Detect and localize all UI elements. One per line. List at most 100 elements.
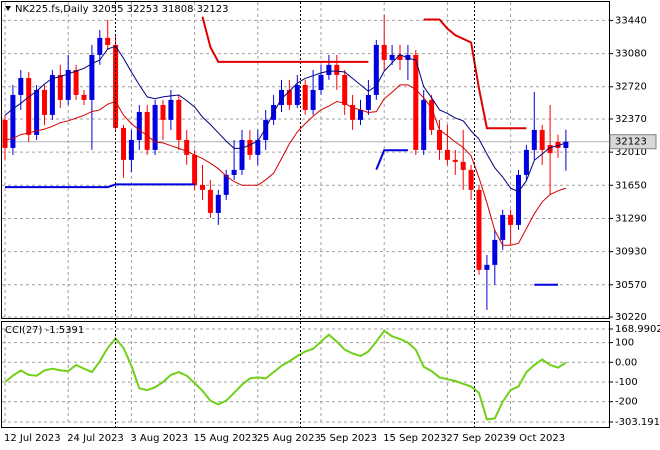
y-tick-label: 33080 [615, 49, 647, 60]
candle-body [57, 74, 63, 100]
y-tick-label: 32010 [615, 147, 647, 158]
candle-body [444, 149, 450, 160]
candle-body [255, 139, 261, 155]
title-icon [5, 6, 11, 11]
candle-body [302, 84, 308, 110]
candle-body [81, 94, 87, 100]
plot [2, 2, 613, 423]
candle-body [152, 104, 158, 150]
x-tick-label: 24 Jul 2023 [67, 433, 124, 444]
candle-body [168, 99, 174, 120]
candle-body [539, 129, 545, 150]
candle-body [49, 74, 55, 115]
candle-body [310, 89, 316, 110]
y-tick-label: 168.9902 [615, 324, 660, 335]
candle-body [476, 189, 482, 270]
x-tick-label: 27 Sep 2023 [446, 433, 509, 444]
y-tick-label: 31650 [615, 180, 647, 191]
y-tick-label: 0.00 [615, 357, 637, 368]
candle-body [484, 264, 490, 270]
candle-body [10, 94, 16, 148]
candle-body [263, 119, 269, 140]
band-line [201, 16, 527, 130]
candle-body [65, 69, 71, 100]
candle-body [18, 77, 24, 95]
candle-body [239, 139, 245, 170]
y-tick-label: 30930 [615, 247, 647, 258]
candle-body [176, 99, 182, 140]
y-tick-label: 100 [615, 338, 634, 349]
x-tick-label: 3 Aug 2023 [130, 433, 188, 444]
candle-body [105, 37, 111, 45]
candle-body [421, 99, 427, 150]
candle-body [531, 129, 537, 150]
candle-body [452, 159, 458, 162]
candle-body [294, 84, 300, 105]
candle-body [547, 144, 553, 154]
candle-body [279, 89, 284, 105]
candle-body [563, 141, 569, 148]
candle-body [342, 74, 348, 105]
candle-body [555, 142, 561, 148]
y-tick-label: 32370 [615, 114, 647, 125]
candle-body [144, 111, 150, 150]
y-tick-label: -100 [615, 377, 638, 388]
y-tick-label: -200 [615, 397, 638, 408]
x-tick-label: 15 Sep 2023 [383, 433, 446, 444]
candle-body [381, 44, 387, 60]
candle-body [318, 74, 324, 90]
candle-body [26, 77, 32, 135]
candle-body [413, 54, 419, 150]
candle-body [523, 149, 529, 175]
y-tick-label: 33440 [615, 15, 647, 26]
candle-body [207, 189, 213, 213]
candle-body [231, 169, 237, 175]
x-tick-label: 25 Aug 2023 [257, 433, 321, 444]
candle-body [358, 109, 363, 120]
candle-body [2, 119, 8, 148]
candle-body [192, 154, 198, 185]
candle-body [121, 127, 126, 160]
candle-body [373, 44, 379, 95]
y-tick-label: 30220 [615, 312, 647, 323]
main-frame [1, 1, 610, 319]
candle-body [215, 194, 221, 213]
candle-body [160, 104, 166, 120]
y-tick-label: 32720 [615, 82, 647, 93]
y-tick-label: 30570 [615, 280, 647, 291]
current-price-label: 32123 [615, 137, 647, 148]
candle-body [508, 214, 514, 225]
candle-body [223, 174, 229, 195]
moving-average [4, 84, 567, 246]
candle-body [437, 129, 442, 150]
cci-line [4, 329, 567, 421]
candle-body [334, 64, 340, 75]
candle-body [89, 54, 95, 100]
candle-body [200, 184, 205, 190]
candle-body [184, 139, 190, 155]
candle-body [405, 54, 411, 60]
candle-body [460, 161, 466, 170]
candle-body [326, 64, 332, 75]
x-tick-label: 5 Sep 2023 [320, 433, 377, 444]
candle-body [350, 104, 356, 120]
candle-body [42, 89, 47, 115]
band-line [5, 149, 558, 286]
y-tick-label: 31290 [615, 213, 647, 224]
current-price-box [609, 134, 657, 150]
candle-body [34, 89, 40, 135]
candle-body [128, 139, 134, 160]
moving-average [4, 45, 567, 193]
candle-body [365, 94, 371, 110]
cci-frame [1, 321, 610, 428]
candle-body [73, 69, 79, 95]
candle-body [247, 139, 253, 155]
indicator-title: CCI(27) -1.5391 [5, 325, 84, 336]
candle-body [136, 111, 142, 140]
x-tick-label: 12 Jul 2023 [4, 433, 61, 444]
candle-body [492, 239, 498, 265]
x-tick-label: 9 Oct 2023 [510, 433, 565, 444]
chart-title: NK225.fs,Daily 32055 32253 31808 32123 [15, 4, 228, 15]
